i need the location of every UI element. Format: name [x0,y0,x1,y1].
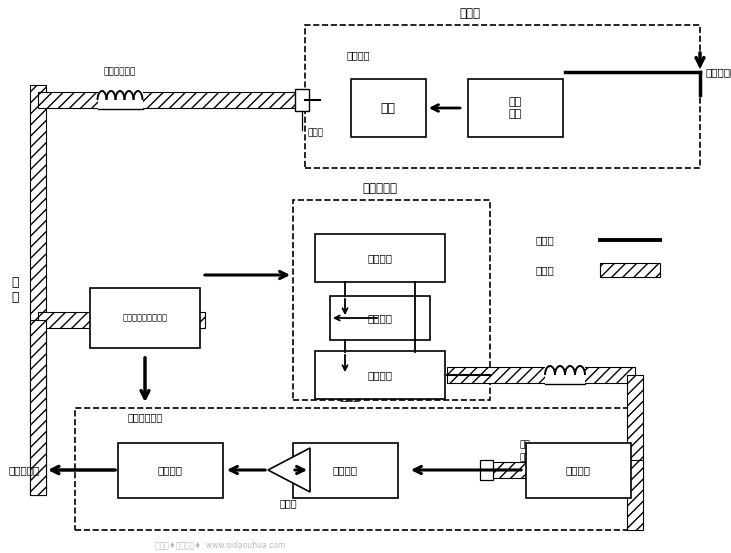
Bar [545,365,585,385]
Text: 光纤放大器盒: 光纤放大器盒 [104,67,136,76]
Text: 光调制器: 光调制器 [346,50,370,60]
Bar [315,351,445,399]
Text: 发送端: 发送端 [460,7,480,20]
Bar [38,92,305,108]
Text: 器耦接光: 器耦接光 [333,465,357,475]
Text: 莫对号前: 莫对号前 [157,465,183,475]
Text: 出离号前串: 出离号前串 [9,465,40,475]
Text: 再生中继器: 再生中继器 [363,182,398,195]
Text: 光复用代码器合并器: 光复用代码器合并器 [123,314,167,322]
Text: 接收端: 接收端 [339,390,360,403]
Bar [75,408,640,530]
Bar [627,375,643,495]
Polygon shape [268,448,310,492]
Bar [526,442,631,498]
Text: 电信号: 电信号 [535,235,554,245]
Bar [30,85,46,495]
Bar [97,90,143,110]
Text: 光接续光: 光接续光 [368,370,393,380]
Text: 光波发光: 光波发光 [368,253,393,263]
Bar [293,200,490,400]
Text: 隔离防护其措: 隔离防护其措 [127,412,162,422]
Text: 光
纤: 光 纤 [11,276,19,304]
Bar [38,312,205,328]
Text: 器大烬光: 器大烬光 [566,465,591,475]
Bar [468,79,562,137]
Bar [480,460,493,480]
Bar [315,234,445,282]
Text: 光信号: 光信号 [535,265,554,275]
Text: 电信号输入: 电信号输入 [705,67,731,77]
Text: 器大放: 器大放 [279,498,297,508]
Text: 电编
码器: 电编 码器 [508,97,522,119]
Bar [330,296,430,340]
Bar [295,89,309,111]
Bar [118,442,222,498]
Bar [447,367,635,383]
Text: 连接器: 连接器 [308,128,324,138]
Text: 燃频: 燃频 [520,453,531,462]
Bar [350,79,425,137]
Bar [600,263,660,277]
Text: 结光: 结光 [520,441,531,450]
Bar [30,320,46,495]
Bar [90,288,200,348]
Bar [292,442,398,498]
Text: 光源: 光源 [381,102,395,114]
Bar [627,460,643,530]
Bar [487,462,635,478]
Text: 数据宝♦数据通讯♦  www.oidaouhua.com: 数据宝♦数据通讯♦ www.oidaouhua.com [155,540,285,550]
Bar [305,25,700,168]
Text: 电解码干: 电解码干 [368,313,393,323]
